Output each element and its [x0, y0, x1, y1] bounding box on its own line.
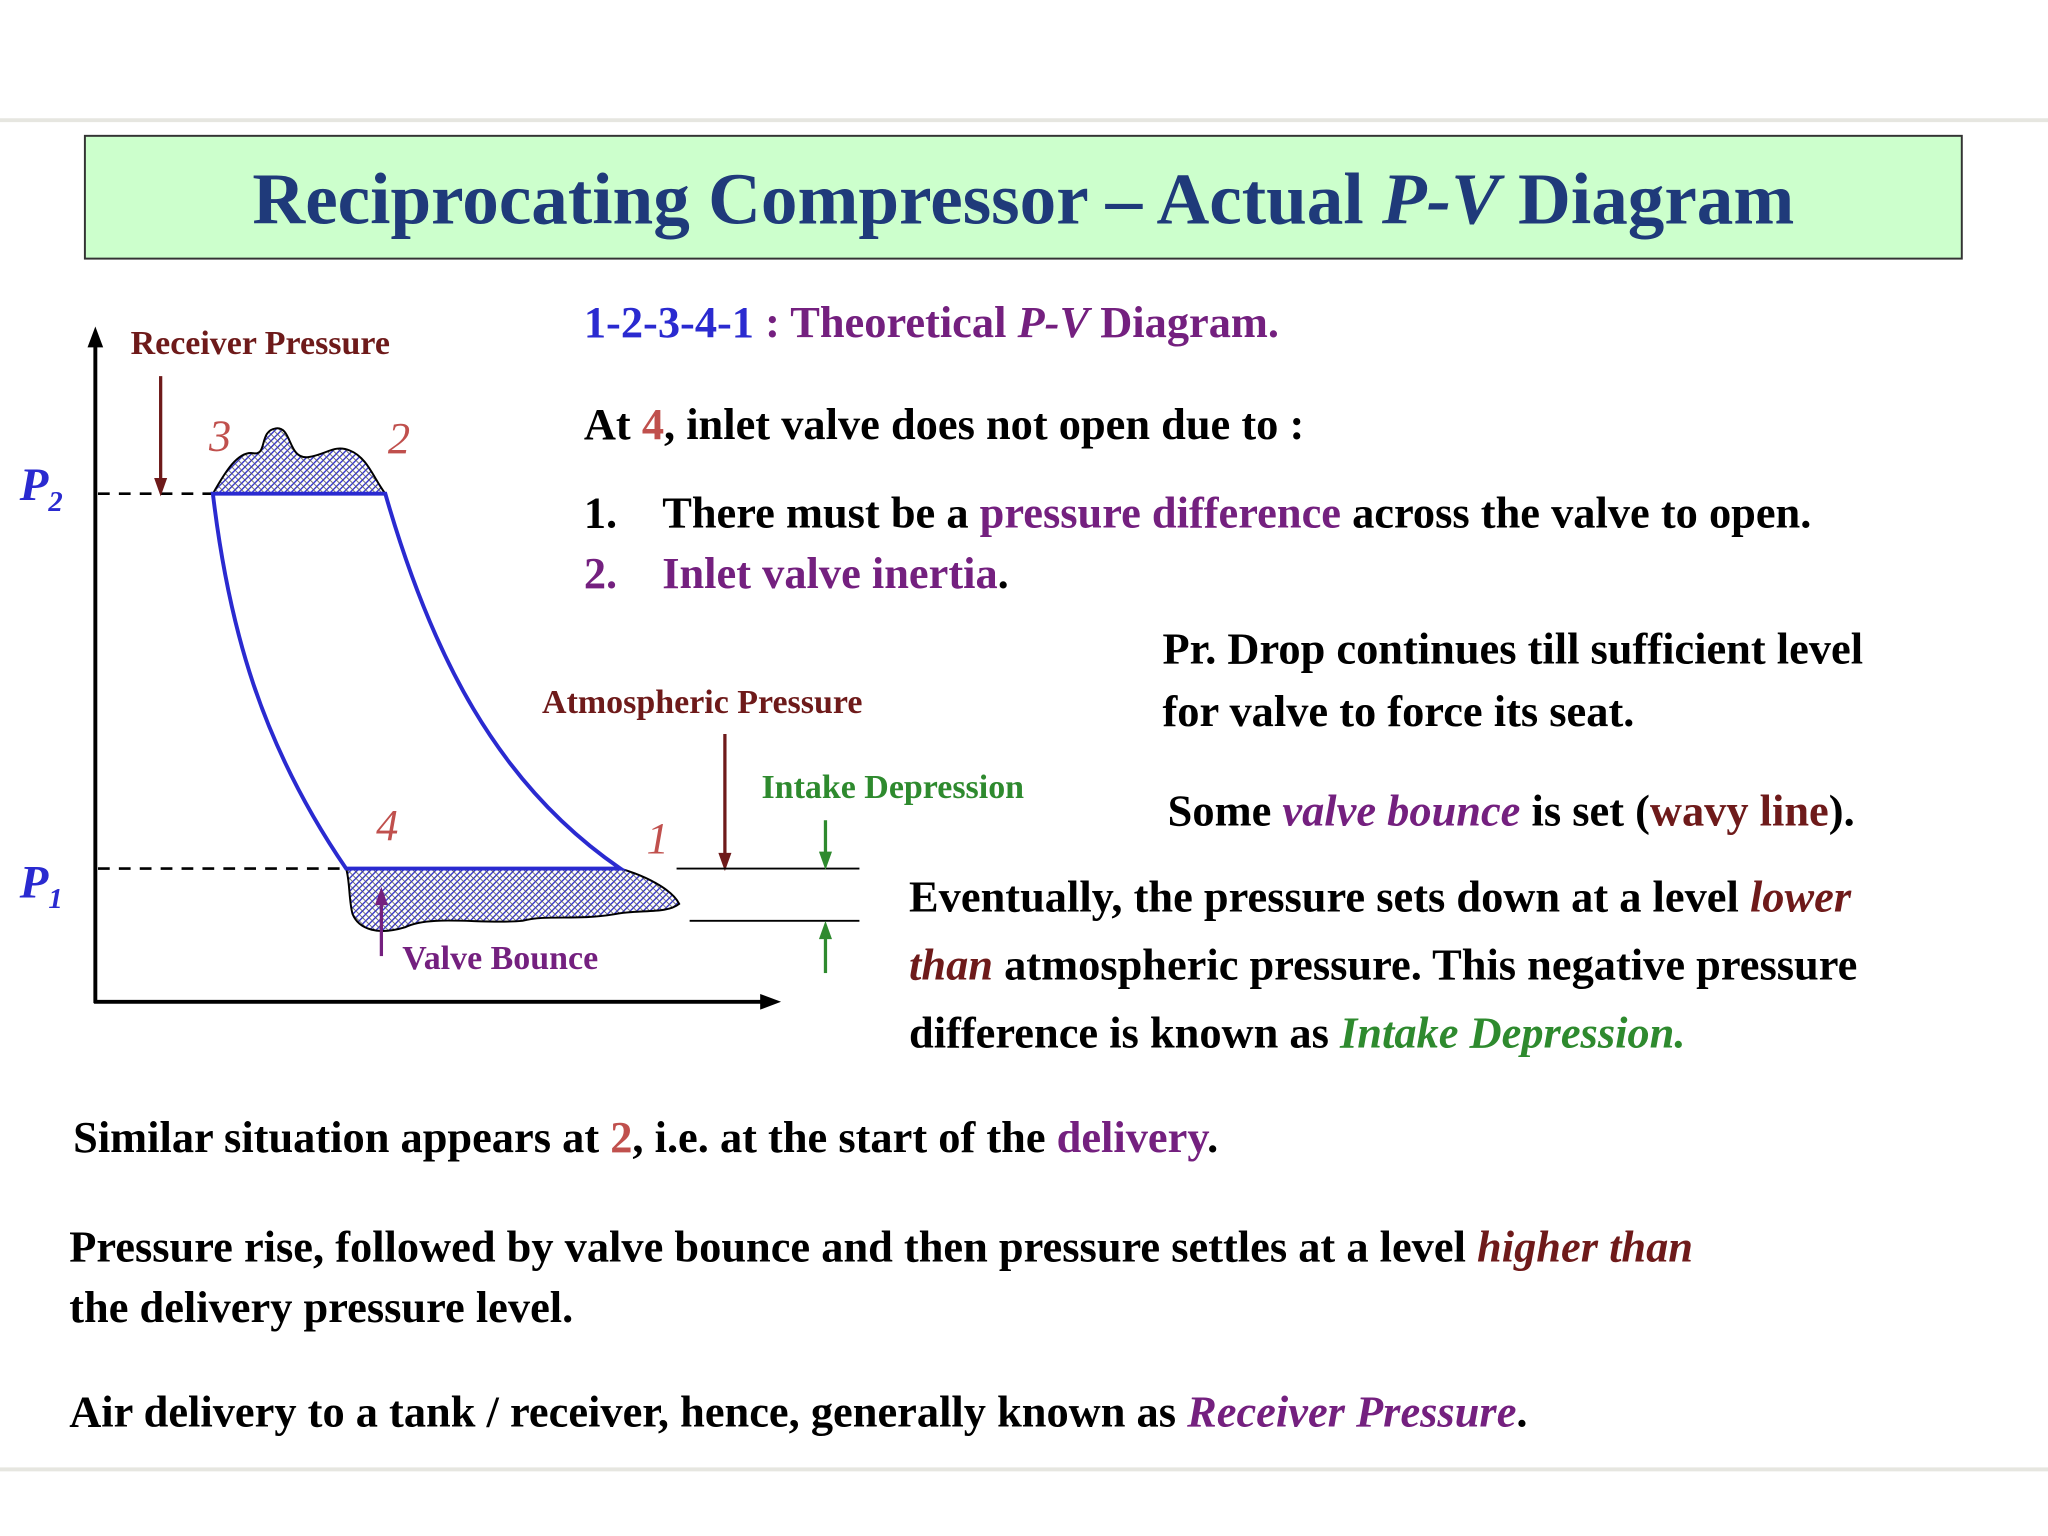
text: valve bounce — [1282, 787, 1521, 836]
p1-label: P1 — [20, 854, 63, 916]
title-text: Diagram — [1499, 159, 1795, 241]
text: , i.e. at the start of the — [632, 1114, 1057, 1163]
x-axis-arrow — [760, 993, 782, 1010]
intake-valve-bounce — [344, 867, 681, 932]
text: Eventually, the pressure sets down at a … — [909, 873, 1750, 923]
title-box — [83, 134, 1963, 260]
valve-bounce-label: Valve Bounce — [402, 939, 599, 977]
depression-arrowhead-down — [818, 851, 832, 870]
text: Intake Depression. — [1340, 1009, 1686, 1058]
text: . — [1516, 1388, 1528, 1437]
text: There must be a — [662, 489, 980, 539]
p2-label: P2 — [20, 457, 63, 519]
text: than — [909, 941, 993, 991]
text: lower — [1749, 873, 1852, 923]
p-symbol: P — [19, 458, 49, 511]
text: . — [997, 549, 1009, 599]
text: : Theoretical — [754, 299, 1018, 348]
similar-line: Similar situation appears at 2, i.e. at … — [73, 1113, 1218, 1165]
text: 1-2-3-4-1 — [583, 299, 755, 348]
receiver-line: Air delivery to a tank / receiver, hence… — [69, 1387, 1527, 1439]
list-number: 1. — [583, 489, 618, 539]
eventually-line: Eventually, the pressure sets down at a … — [909, 872, 1851, 924]
text: . — [1207, 1114, 1219, 1163]
pr-drop-line: for valve to force its seat. — [1162, 688, 1635, 737]
p-subscript: 1 — [48, 881, 63, 915]
valve-bounce-arrowhead — [374, 886, 388, 906]
text: is set ( — [1520, 787, 1650, 836]
text: atmospheric pressure. This negative pres… — [992, 941, 1858, 991]
receiver-arrowhead — [154, 478, 168, 497]
text: Some — [1167, 787, 1283, 836]
intake-depression-label: Intake Depression — [761, 767, 1025, 806]
point-label: 3 — [208, 412, 232, 462]
text: Diagram. — [1089, 299, 1280, 348]
cause-intro: At 4, inlet valve does not open due to : — [584, 400, 1304, 452]
atmospheric-arrowhead — [718, 852, 732, 872]
text: Pressure rise, followed by valve bounce … — [69, 1223, 1478, 1273]
text: ). — [1828, 787, 1855, 836]
pr-drop-line: Pr. Drop continues till sufficient level — [1162, 625, 1864, 674]
eventually-line: difference is known as Intake Depression… — [909, 1008, 1685, 1060]
text: across the valve to open. — [1340, 489, 1812, 539]
text: At — [583, 400, 642, 450]
atmospheric-pressure-label: Atmospheric Pressure — [542, 683, 863, 721]
delivery-valve-bounce — [211, 427, 388, 495]
pv-cycle — [210, 491, 627, 871]
y-axis-arrow — [87, 326, 104, 348]
depression-arrowhead-up — [818, 920, 832, 940]
point-label: 4 — [376, 801, 399, 851]
text: Inlet valve inertia — [662, 549, 998, 599]
text: Receiver Pressure — [1187, 1388, 1517, 1437]
text: Air delivery to a tank / receiver, hence… — [69, 1388, 1188, 1437]
title-text: P-V — [1381, 159, 1500, 241]
text: pressure difference — [979, 489, 1341, 539]
text: , inlet valve does not open due to : — [664, 400, 1305, 450]
eventually-line: than atmospheric pressure. This negative… — [909, 940, 1857, 992]
text: wavy line — [1649, 787, 1829, 836]
point-label: 1 — [646, 815, 669, 864]
text: delivery — [1056, 1114, 1208, 1163]
list-number: 2. — [583, 549, 618, 599]
text: Similar situation appears at — [73, 1114, 611, 1163]
title-text: Reciprocating Compressor – Actual — [252, 159, 1382, 241]
bounce-line: Some valve bounce is set (wavy line). — [1168, 786, 1855, 838]
rise-line: Pressure rise, followed by valve bounce … — [69, 1223, 1693, 1275]
text: P-V — [1017, 299, 1090, 348]
p-symbol: P — [19, 855, 49, 908]
list-item: Inlet valve inertia. — [662, 549, 1009, 601]
text: 4 — [641, 400, 665, 450]
theory-line: 1-2-3-4-1 : Theoretical P-V Diagram. — [584, 298, 1279, 350]
receiver-pressure-label: Receiver Pressure — [130, 323, 390, 362]
text: difference is known as — [909, 1009, 1341, 1058]
p-subscript: 2 — [48, 484, 63, 518]
point-label: 2 — [387, 415, 411, 464]
text: 2 — [610, 1114, 633, 1163]
text: higher than — [1477, 1223, 1694, 1273]
rise-line: the delivery pressure level. — [69, 1283, 574, 1333]
title: Reciprocating Compressor – Actual P-V Di… — [85, 154, 1962, 245]
list-item: There must be a pressure difference acro… — [662, 488, 1811, 540]
